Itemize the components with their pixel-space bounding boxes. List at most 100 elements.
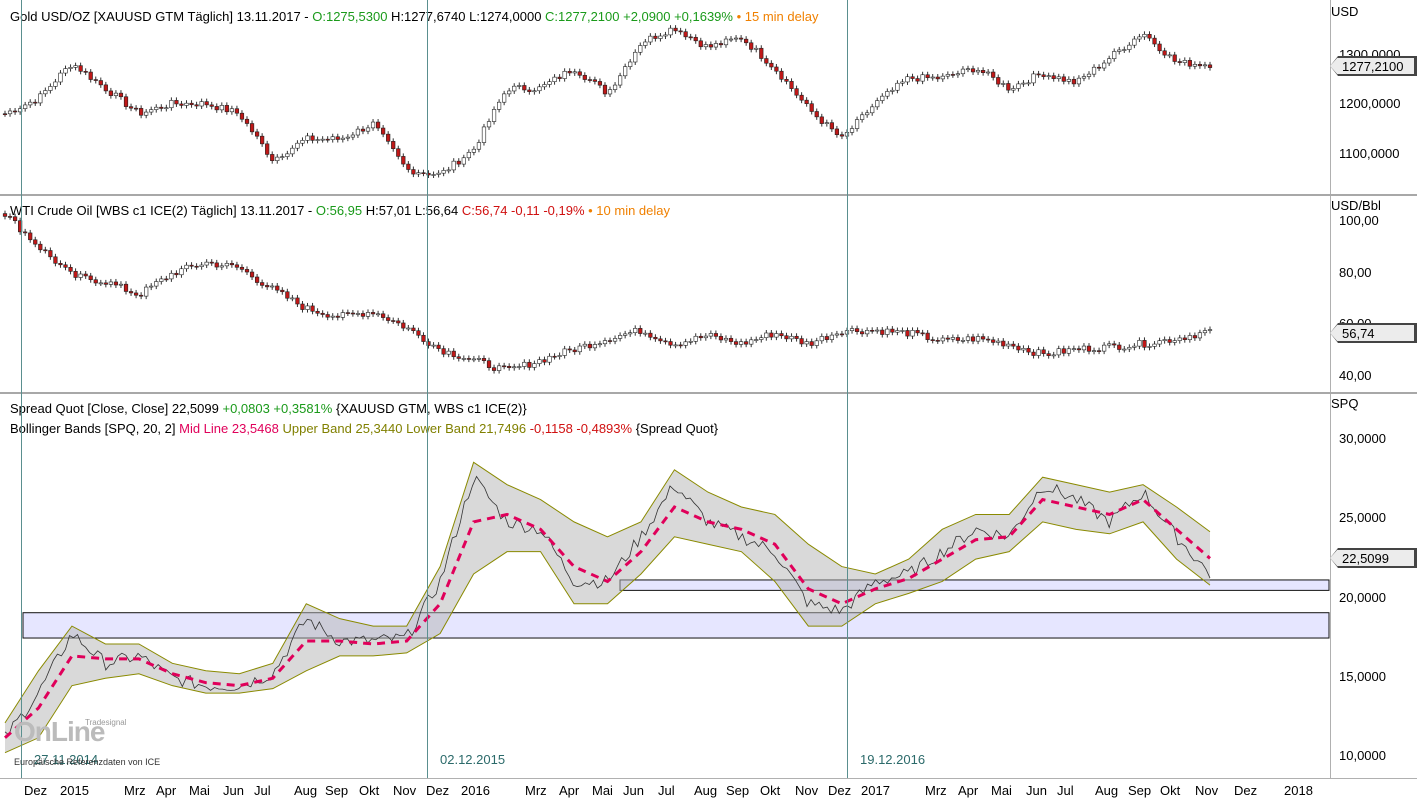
candle-body — [950, 74, 955, 76]
candle-body — [789, 81, 794, 89]
candle-body — [456, 160, 461, 165]
candle-body — [653, 35, 658, 39]
chart-plot-area[interactable] — [0, 0, 1330, 778]
x-axis-label: Sep — [726, 783, 750, 798]
candle-body — [88, 275, 93, 281]
candle-body — [522, 85, 527, 91]
data-credit: Europäische Referenzdaten von ICE — [14, 757, 161, 767]
candle-body — [849, 128, 855, 133]
candle-body — [1167, 54, 1172, 57]
candle-body — [254, 276, 260, 283]
candle-body — [275, 285, 280, 291]
candle-body — [335, 136, 340, 140]
candle-body — [73, 65, 78, 68]
candle-body — [602, 84, 608, 95]
candle-body — [401, 156, 406, 165]
candle-body — [1152, 37, 1157, 45]
x-axis-label: Okt — [359, 783, 380, 798]
candle-body — [663, 340, 668, 343]
candle-body — [1086, 73, 1092, 77]
candle-body — [733, 341, 739, 345]
candle-body — [461, 157, 466, 165]
gold-header: Gold USD/OZ [XAUUSD GTM Täglich] 13.11.2… — [10, 9, 818, 24]
oil-chart-panel[interactable] — [0, 196, 1331, 393]
time-axis[interactable]: Dez 2015 Mrz Apr Mai Jun Jul Aug Sep Okt Nov Dez 201… — [0, 778, 1417, 804]
candle-body — [643, 332, 648, 335]
candle-body — [1172, 340, 1177, 343]
candle-body — [133, 292, 139, 296]
candle-body — [986, 71, 991, 74]
candle-body — [446, 169, 451, 172]
candle-body — [33, 101, 38, 104]
candle-body — [1086, 345, 1092, 352]
oil-header-low: L:56,64 — [411, 203, 459, 218]
candle-body — [219, 105, 224, 111]
candle-body — [824, 122, 829, 124]
candle-body — [865, 112, 870, 116]
candle-body — [219, 265, 224, 268]
candle-body — [587, 79, 592, 81]
candle-body — [557, 76, 562, 79]
candle-body — [244, 269, 250, 273]
candle-body — [426, 172, 431, 176]
candle-body — [154, 106, 159, 110]
candle-body — [814, 340, 819, 346]
gold-header-title: Gold USD/OZ [XAUUSD GTM Täglich] 13.11.2… — [10, 9, 313, 24]
candle-body — [290, 147, 295, 155]
candle-body — [1006, 83, 1011, 91]
candle-body — [779, 333, 784, 337]
candle-body — [708, 333, 713, 337]
marker-date-label: 27.11.2014 — [34, 752, 99, 767]
candle-body — [1122, 49, 1127, 51]
candle-body — [895, 330, 900, 333]
candle-body — [819, 116, 824, 124]
candle-body — [1066, 348, 1071, 354]
candle-body — [875, 100, 880, 108]
candle-body — [1081, 345, 1087, 351]
spread-last-value-tag: 22,5099 — [1330, 549, 1415, 567]
candle-body — [139, 294, 144, 297]
candle-body — [733, 37, 739, 40]
candle-body — [159, 278, 164, 282]
candle-body — [945, 337, 950, 340]
candle-body — [683, 31, 688, 38]
candle-body — [1046, 75, 1051, 77]
candle-body — [194, 265, 199, 268]
spread-tick: 20,0000 — [1339, 590, 1386, 605]
candle-body — [804, 341, 809, 345]
candle-body — [139, 108, 144, 116]
candle-body — [1132, 345, 1137, 348]
candle-body — [416, 172, 421, 175]
candle-body — [512, 85, 517, 92]
candle-body — [698, 335, 703, 339]
bollinger-upper: Upper Band 25,3440 — [278, 421, 403, 436]
candle-body — [451, 160, 456, 171]
candle-body — [955, 337, 961, 341]
support-zone — [619, 579, 1330, 591]
candle-body — [128, 106, 134, 109]
candle-body — [1011, 88, 1016, 91]
candle-body — [1197, 332, 1203, 339]
x-axis-label: Nov — [795, 783, 819, 798]
candle-body — [265, 285, 270, 288]
candle-body — [910, 76, 915, 79]
candle-body — [1001, 83, 1006, 85]
candle-body — [915, 78, 920, 82]
candle-body — [628, 332, 633, 335]
candle-body — [249, 123, 255, 133]
marker-line[interactable] — [427, 0, 428, 778]
marker-line[interactable] — [847, 0, 848, 778]
candle-body — [103, 84, 108, 92]
marker-line[interactable] — [21, 0, 22, 778]
candle-body — [1102, 344, 1107, 352]
gold-unit: USD — [1331, 4, 1359, 19]
candle-body — [310, 305, 315, 312]
candle-body — [1031, 351, 1036, 356]
gold-last-value-tag: 1277,2100 — [1330, 57, 1415, 75]
lower-band-line — [4, 521, 1211, 754]
candle-body — [23, 104, 28, 109]
x-axis-label: Sep — [1128, 783, 1152, 798]
candle-body — [648, 35, 653, 43]
candle-body — [1197, 64, 1203, 67]
candle-body — [421, 172, 426, 175]
